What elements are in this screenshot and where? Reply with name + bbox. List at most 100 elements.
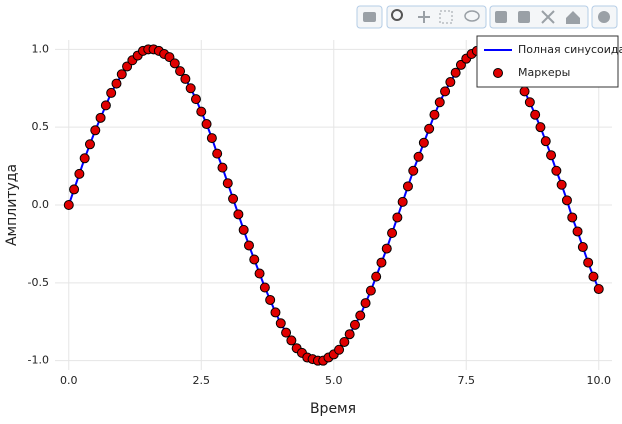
marker bbox=[286, 335, 297, 346]
marker bbox=[233, 209, 244, 220]
marker bbox=[228, 193, 239, 204]
zoom-group[interactable] bbox=[489, 5, 589, 29]
marker bbox=[360, 298, 371, 309]
y-tick-label: 1.0 bbox=[32, 42, 50, 55]
marker bbox=[424, 123, 435, 134]
zoom-pan-group[interactable] bbox=[386, 5, 487, 29]
marker bbox=[275, 318, 286, 329]
box-select-icon[interactable] bbox=[439, 10, 453, 24]
marker bbox=[63, 200, 74, 210]
marker bbox=[450, 67, 461, 78]
marker bbox=[455, 59, 466, 70]
marker bbox=[583, 257, 594, 268]
marker bbox=[206, 133, 217, 144]
marker bbox=[169, 58, 180, 69]
marker bbox=[339, 336, 350, 347]
marker bbox=[355, 310, 366, 321]
marker bbox=[116, 69, 127, 80]
marker bbox=[254, 268, 265, 279]
marker bbox=[408, 165, 419, 176]
marker bbox=[190, 94, 201, 105]
marker bbox=[413, 151, 424, 162]
marker bbox=[524, 97, 535, 108]
marker bbox=[185, 83, 196, 94]
marker bbox=[445, 77, 456, 88]
x-tick-label: 2.5 bbox=[193, 374, 211, 387]
marker bbox=[344, 329, 355, 340]
marker bbox=[567, 212, 578, 223]
marker bbox=[577, 242, 588, 253]
zoom-icon[interactable] bbox=[391, 9, 403, 21]
marker bbox=[106, 87, 117, 98]
marker bbox=[196, 106, 207, 117]
marker bbox=[180, 73, 191, 84]
y-axis-label: Амплитуда bbox=[4, 164, 20, 246]
legend-label: Маркеры bbox=[518, 66, 570, 79]
legend-box bbox=[476, 35, 619, 88]
camera-icon bbox=[363, 12, 376, 22]
marker bbox=[588, 271, 599, 282]
marker bbox=[519, 86, 530, 97]
marker bbox=[429, 109, 440, 120]
marker bbox=[561, 195, 572, 206]
marker bbox=[217, 162, 228, 173]
x-tick-label: 5.0 bbox=[325, 374, 343, 387]
settings-icon[interactable] bbox=[598, 11, 610, 23]
x-axis-label: Время bbox=[310, 401, 356, 417]
marker bbox=[434, 97, 445, 108]
marker bbox=[100, 100, 111, 111]
marker bbox=[440, 86, 451, 97]
y-tick-label: -0.5 bbox=[28, 276, 49, 289]
marker bbox=[546, 150, 557, 161]
marker bbox=[111, 78, 122, 89]
marker bbox=[265, 294, 276, 305]
marker bbox=[334, 344, 345, 355]
marker bbox=[392, 212, 403, 223]
legend: Полная синусоида Маркеры bbox=[476, 35, 622, 88]
pan-icon[interactable] bbox=[418, 11, 430, 23]
y-tick-label: 0.5 bbox=[32, 120, 50, 133]
y-tick-label: -1.0 bbox=[28, 354, 49, 367]
marker bbox=[122, 61, 133, 72]
zoom-out-icon[interactable] bbox=[518, 11, 530, 23]
marker bbox=[90, 125, 101, 136]
marker bbox=[175, 66, 186, 77]
y-tick-label: 0.0 bbox=[32, 198, 50, 211]
marker bbox=[281, 327, 292, 338]
marker bbox=[371, 271, 382, 282]
marker bbox=[212, 148, 223, 159]
legend-marker bbox=[493, 68, 503, 78]
reset-icon[interactable] bbox=[566, 11, 580, 24]
marker bbox=[572, 226, 583, 237]
marker bbox=[249, 254, 260, 265]
marker bbox=[556, 179, 567, 190]
autoscale-icon[interactable] bbox=[541, 10, 555, 24]
marker bbox=[540, 136, 551, 147]
marker bbox=[376, 257, 387, 268]
marker bbox=[535, 122, 546, 133]
marker bbox=[349, 319, 360, 330]
marker bbox=[397, 196, 408, 207]
lasso-icon[interactable] bbox=[464, 10, 480, 22]
marker bbox=[270, 307, 281, 318]
zoom-in-icon[interactable] bbox=[495, 11, 507, 23]
modebar bbox=[356, 5, 618, 29]
marker bbox=[387, 228, 398, 239]
marker bbox=[259, 282, 270, 293]
marker bbox=[593, 284, 604, 295]
x-tick-label: 7.5 bbox=[458, 374, 476, 387]
marker bbox=[222, 178, 233, 189]
marker bbox=[418, 137, 429, 148]
marker bbox=[69, 184, 80, 195]
marker bbox=[551, 165, 562, 176]
marker bbox=[95, 112, 106, 123]
marker bbox=[530, 109, 541, 120]
marker bbox=[365, 285, 376, 296]
marker bbox=[164, 52, 175, 63]
marker bbox=[238, 224, 249, 235]
legend-label: Полная синусоида bbox=[518, 43, 622, 56]
marker bbox=[201, 119, 212, 130]
marker bbox=[84, 139, 95, 150]
x-tick-label: 0.0 bbox=[60, 374, 78, 387]
